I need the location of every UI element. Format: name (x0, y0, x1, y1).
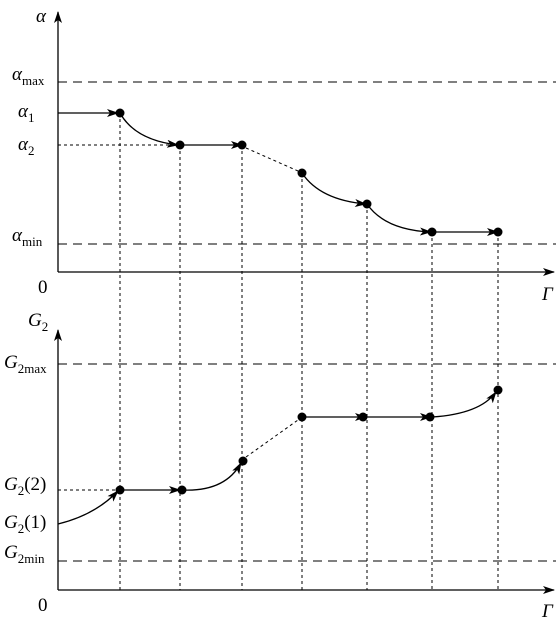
label-base: G (4, 352, 18, 373)
bottom-panel: G2 G2max G2(2) G2(1) G2min 0 Γ (4, 310, 556, 622)
label-suffix: (1) (24, 512, 46, 533)
label-base: G (4, 474, 18, 495)
level-label: G2max (4, 352, 47, 376)
label-base: G (28, 310, 42, 331)
label-sub: 2 (18, 521, 25, 536)
y-axis-label: α (36, 6, 47, 27)
label-sub: 2min (18, 551, 45, 566)
label-base: α (18, 134, 29, 155)
origin-label: 0 (38, 277, 48, 298)
label-sub: 1 (28, 110, 35, 125)
level-label: G2(2) (4, 474, 46, 498)
label-sub: 2 (18, 483, 25, 498)
label-sub: 2 (42, 319, 49, 334)
y-axis-label: G2 (28, 310, 48, 334)
level-label: α2 (18, 134, 34, 158)
guide-lines (119, 113, 499, 590)
label-sub: 2 (28, 143, 35, 158)
level-label: αmax (12, 64, 45, 88)
label-base: α (18, 101, 29, 122)
x-axis-label: Γ (541, 284, 554, 305)
top-panel: α αmax α1 α2 αmin 0 Γ (12, 6, 556, 305)
level-label: G2(1) (4, 512, 46, 536)
level-label: α1 (18, 101, 34, 125)
label-base: G (4, 512, 18, 533)
label-base: G (4, 542, 18, 563)
label-base: α (12, 64, 23, 85)
label-sub: 2max (18, 361, 47, 376)
label-sub: min (22, 234, 43, 249)
label-suffix: (2) (24, 474, 46, 495)
level-label: αmin (12, 225, 43, 249)
origin-label: 0 (38, 595, 48, 616)
label-base: α (12, 225, 23, 246)
label-sub: max (22, 73, 45, 88)
level-label: G2min (4, 542, 45, 566)
x-axis-label: Γ (541, 601, 554, 622)
